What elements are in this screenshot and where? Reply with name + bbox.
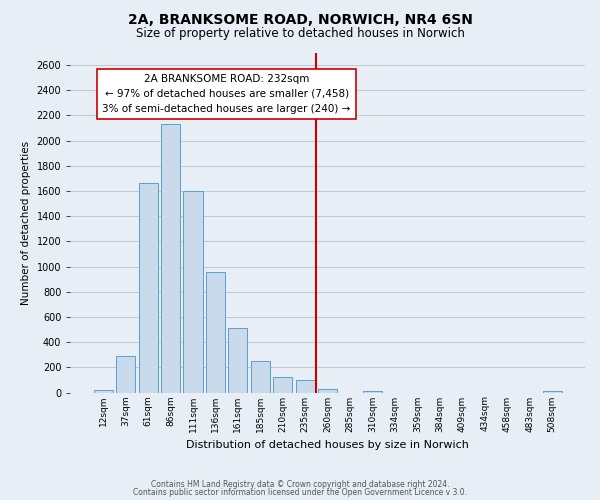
Text: Contains public sector information licensed under the Open Government Licence v : Contains public sector information licen… <box>133 488 467 497</box>
Y-axis label: Number of detached properties: Number of detached properties <box>21 140 31 304</box>
Bar <box>184 191 203 392</box>
Bar <box>542 390 562 392</box>
Text: Size of property relative to detached houses in Norwich: Size of property relative to detached ho… <box>136 28 464 40</box>
Bar <box>229 328 247 392</box>
Text: 2A BRANKSOME ROAD: 232sqm
← 97% of detached houses are smaller (7,458)
3% of sem: 2A BRANKSOME ROAD: 232sqm ← 97% of detac… <box>103 74 351 114</box>
Bar <box>206 272 225 392</box>
Bar <box>296 380 315 392</box>
X-axis label: Distribution of detached houses by size in Norwich: Distribution of detached houses by size … <box>186 440 469 450</box>
Bar <box>318 388 337 392</box>
Text: 2A, BRANKSOME ROAD, NORWICH, NR4 6SN: 2A, BRANKSOME ROAD, NORWICH, NR4 6SN <box>128 12 472 26</box>
Bar <box>116 356 135 393</box>
Bar <box>161 124 180 392</box>
Bar <box>251 361 270 392</box>
Text: Contains HM Land Registry data © Crown copyright and database right 2024.: Contains HM Land Registry data © Crown c… <box>151 480 449 489</box>
Bar <box>139 184 158 392</box>
Bar <box>273 378 292 392</box>
Bar <box>94 390 113 392</box>
Bar <box>363 390 382 392</box>
